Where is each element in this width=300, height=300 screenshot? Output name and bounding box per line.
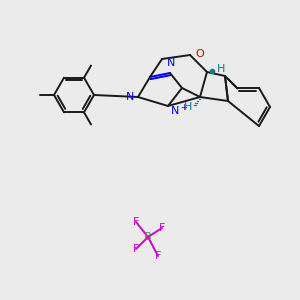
Text: F: F [133,244,139,254]
Text: N: N [167,58,175,68]
Text: F: F [133,217,139,227]
Text: N: N [126,92,134,102]
Text: O: O [195,49,204,59]
Text: B: B [144,232,152,242]
Text: H: H [217,64,225,74]
Text: F: F [155,251,161,261]
Text: F: F [159,223,165,233]
Text: N: N [171,106,179,116]
Text: H: H [184,102,192,112]
Text: +: + [180,103,187,112]
